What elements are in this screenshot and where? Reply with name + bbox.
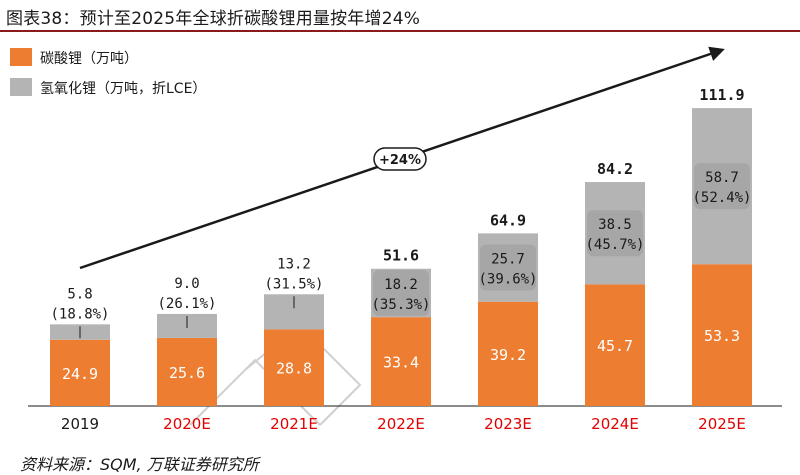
label-hydroxide-3: 18.2 — [384, 277, 418, 293]
x-tick-label-1: 2020E — [163, 415, 211, 433]
label-carbonate-5: 45.7 — [597, 337, 633, 355]
label-total-3: 51.6 — [383, 247, 419, 265]
legend: 碳酸锂（万吨） 氢氧化锂（万吨，折LCE） — [10, 48, 206, 97]
label-hydroxide-1: 9.0 — [174, 276, 199, 292]
x-tick-label-6: 2025E — [698, 415, 746, 433]
label-hydroxide-share-0: (18.8%) — [50, 306, 109, 322]
legend-swatch-carbonate — [10, 48, 32, 66]
source-note: 资料来源：SQM, 万联证券研究所 — [20, 455, 259, 474]
growth-badge — [373, 147, 427, 171]
hydroxide-callout-3 — [373, 269, 429, 316]
label-hydroxide-2: 13.2 — [277, 256, 311, 272]
x-axis-ticks: 2019 2020E 2021E 2022E 2023E 2024E 2025E — [61, 415, 746, 433]
label-total-5: 84.2 — [597, 160, 633, 178]
label-hydroxide-share-3: (35.3%) — [371, 297, 430, 313]
bar-carbonate-2 — [264, 329, 324, 406]
label-hydroxide-share-4: (39.6%) — [478, 272, 537, 288]
x-tick-label-2: 2021E — [270, 415, 318, 433]
bar-carbonate-1 — [157, 337, 217, 406]
bar-carbonate-0 — [50, 339, 110, 406]
bar-carbonate-3 — [371, 317, 431, 406]
label-hydroxide-share-5: (45.7%) — [585, 237, 644, 253]
title-rule — [0, 30, 800, 32]
label-carbonate-0: 24.9 — [62, 365, 98, 383]
bar-carbonate-6 — [692, 264, 752, 406]
label-hydroxide-share-6: (52.4%) — [692, 190, 751, 206]
x-tick-label-4: 2023E — [484, 415, 532, 433]
x-tick-label-5: 2024E — [591, 415, 639, 433]
label-carbonate-2: 28.8 — [276, 360, 312, 378]
label-hydroxide-4: 25.7 — [491, 252, 525, 268]
label-total-6: 111.9 — [699, 86, 744, 104]
bars-layer: 24.9 (18.8%) 5.8 25.6 (26.1%) 9.0 28.8 (31.5%) 1… — [50, 86, 752, 406]
label-carbonate-1: 25.6 — [169, 364, 205, 382]
bar-carbonate-5 — [585, 284, 645, 406]
label-hydroxide-share-1: (26.1%) — [157, 296, 216, 312]
bar-carbonate-4 — [478, 301, 538, 406]
label-hydroxide-5: 38.5 — [598, 217, 632, 233]
legend-swatch-hydroxide — [10, 78, 32, 96]
label-carbonate-6: 53.3 — [704, 327, 740, 345]
x-tick-label-3: 2022E — [377, 415, 425, 433]
label-hydroxide-6: 58.7 — [705, 170, 739, 186]
x-tick-label-0: 2019 — [61, 415, 99, 433]
label-carbonate-3: 33.4 — [383, 354, 419, 372]
legend-label-carbonate: 碳酸锂（万吨） — [40, 51, 138, 67]
label-total-4: 64.9 — [490, 211, 526, 229]
figure-title: 图表38：预计至2025年全球折碳酸锂用量按年增24% — [6, 9, 421, 29]
growth-badge-label: +24% — [379, 153, 421, 168]
hydroxide-callout-5 — [587, 210, 643, 257]
hydroxide-callout-4 — [480, 244, 536, 291]
label-hydroxide-share-2: (31.5%) — [264, 276, 323, 292]
label-carbonate-4: 39.2 — [490, 346, 526, 364]
label-hydroxide-0: 5.8 — [67, 286, 92, 302]
hydroxide-callout-6 — [694, 163, 750, 210]
legend-label-hydroxide: 氢氧化锂（万吨，折LCE） — [40, 81, 206, 97]
